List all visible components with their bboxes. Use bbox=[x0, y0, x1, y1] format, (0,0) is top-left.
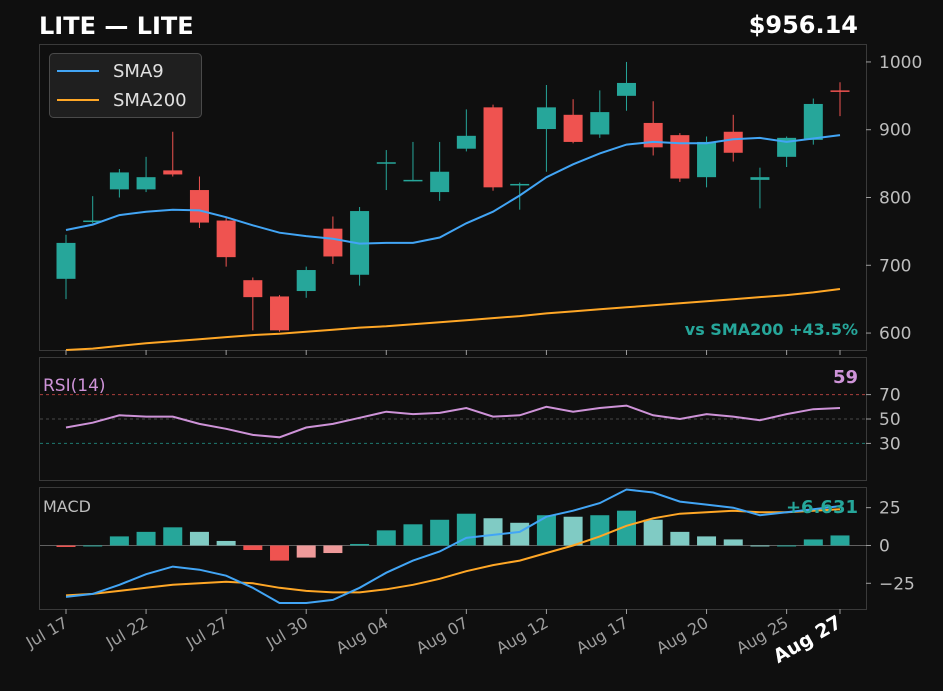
macd-histogram-bar bbox=[697, 536, 717, 546]
macd-panel: 25 0 −25 bbox=[40, 488, 915, 604]
macd-histogram-bar bbox=[563, 516, 583, 546]
macd-line bbox=[65, 488, 841, 604]
macd-value: +6.631 bbox=[786, 497, 858, 518]
macd-histogram-bar bbox=[616, 510, 636, 546]
rsi-y-tick-label: 50 bbox=[879, 410, 901, 430]
chart-title: LITE — LITE bbox=[39, 12, 194, 40]
rsi-line bbox=[65, 404, 841, 439]
legend-sma9-label: SMA9 bbox=[113, 61, 164, 82]
candle-body bbox=[723, 131, 743, 153]
macd-histogram-bar bbox=[56, 545, 76, 547]
macd-histogram-bar bbox=[270, 545, 290, 561]
candle-body bbox=[510, 183, 530, 186]
macd-histogram-bar bbox=[163, 527, 183, 546]
candle-body bbox=[189, 190, 209, 223]
candle-body bbox=[670, 135, 690, 179]
macd-histogram-bar bbox=[830, 535, 850, 546]
macd-histogram-bar bbox=[430, 519, 450, 546]
macd-histogram-bar bbox=[350, 543, 370, 546]
candle-body bbox=[536, 107, 556, 130]
macd-y-tick-label: 0 bbox=[879, 536, 890, 556]
candle-body bbox=[830, 90, 850, 92]
macd-histogram-bar bbox=[323, 545, 343, 554]
candle-body bbox=[616, 82, 636, 96]
legend-box bbox=[49, 53, 202, 118]
macd-histogram-bar bbox=[109, 536, 129, 546]
candle-body bbox=[456, 135, 476, 149]
candle-body bbox=[83, 220, 103, 223]
candle-body bbox=[323, 228, 343, 257]
candle-body bbox=[163, 170, 183, 175]
price-y-tick-label: 800 bbox=[879, 189, 911, 209]
rsi-value: 59 bbox=[833, 367, 858, 388]
rsi-panel: 30 50 70 bbox=[40, 386, 901, 454]
legend-sma200-label: SMA200 bbox=[113, 90, 187, 111]
macd-histogram-bar bbox=[243, 545, 263, 551]
macd-histogram-bar bbox=[376, 530, 396, 546]
macd-y-tick-label: 25 bbox=[879, 499, 901, 519]
macd-histogram-bar bbox=[590, 515, 610, 546]
sma200-line bbox=[65, 288, 841, 351]
candle-body bbox=[136, 177, 156, 190]
macd-histogram-bar bbox=[83, 545, 103, 547]
candle-body bbox=[376, 162, 396, 164]
candle-body bbox=[803, 103, 823, 140]
macd-histogram-bar bbox=[216, 540, 236, 546]
macd-histogram-bar bbox=[483, 518, 503, 546]
candle-body bbox=[643, 122, 663, 148]
macd-histogram-bar bbox=[643, 519, 663, 546]
price-y-tick-label: 1000 bbox=[879, 53, 922, 73]
macd-histogram-bar bbox=[189, 531, 209, 546]
candle-body bbox=[403, 179, 423, 182]
candle-body bbox=[590, 112, 610, 135]
macd-histogram-bar bbox=[803, 539, 823, 546]
candle-body bbox=[750, 177, 770, 180]
macd-histogram-bar bbox=[296, 545, 316, 558]
candle-body bbox=[777, 137, 797, 157]
rsi-y-tick-label: 70 bbox=[879, 386, 901, 406]
candle-body bbox=[56, 242, 76, 279]
macd-histogram-bar bbox=[670, 531, 690, 546]
price-y-tick-label: 900 bbox=[879, 121, 911, 141]
candle-body bbox=[483, 107, 503, 188]
macd-histogram-bar bbox=[750, 545, 770, 547]
price-y-tick-label: 700 bbox=[879, 256, 911, 276]
candle-body bbox=[697, 141, 717, 178]
macd-y-tick-label: −25 bbox=[879, 574, 915, 594]
candle-body bbox=[216, 220, 236, 258]
macd-signal-line bbox=[65, 508, 841, 597]
price-y-tick-label: 600 bbox=[879, 324, 911, 344]
macd-histogram-bar bbox=[136, 531, 156, 546]
rsi-label: RSI(14) bbox=[43, 376, 106, 396]
candle-body bbox=[270, 296, 290, 331]
macd-histogram-bar bbox=[403, 524, 423, 546]
candle-body bbox=[243, 280, 263, 298]
candle-body bbox=[296, 270, 316, 292]
price-panel: 600 700 800 900 1000 bbox=[56, 53, 922, 351]
macd-histogram-bar bbox=[536, 515, 556, 546]
rsi-y-tick-label: 30 bbox=[879, 434, 901, 454]
macd-histogram-bar bbox=[510, 522, 530, 546]
sma200-annotation: vs SMA200 +43.5% bbox=[685, 320, 858, 339]
sma9-line bbox=[65, 134, 841, 245]
macd-histogram-bar bbox=[723, 539, 743, 546]
candle-body bbox=[563, 114, 583, 142]
candle-body bbox=[430, 171, 450, 193]
current-price: $956.14 bbox=[749, 11, 858, 39]
price-legend: SMA9 SMA200 bbox=[49, 53, 202, 118]
macd-histogram-bar bbox=[777, 545, 797, 547]
macd-label: MACD bbox=[43, 497, 91, 516]
macd-panel-frame bbox=[39, 487, 867, 610]
candle-body bbox=[109, 172, 129, 190]
